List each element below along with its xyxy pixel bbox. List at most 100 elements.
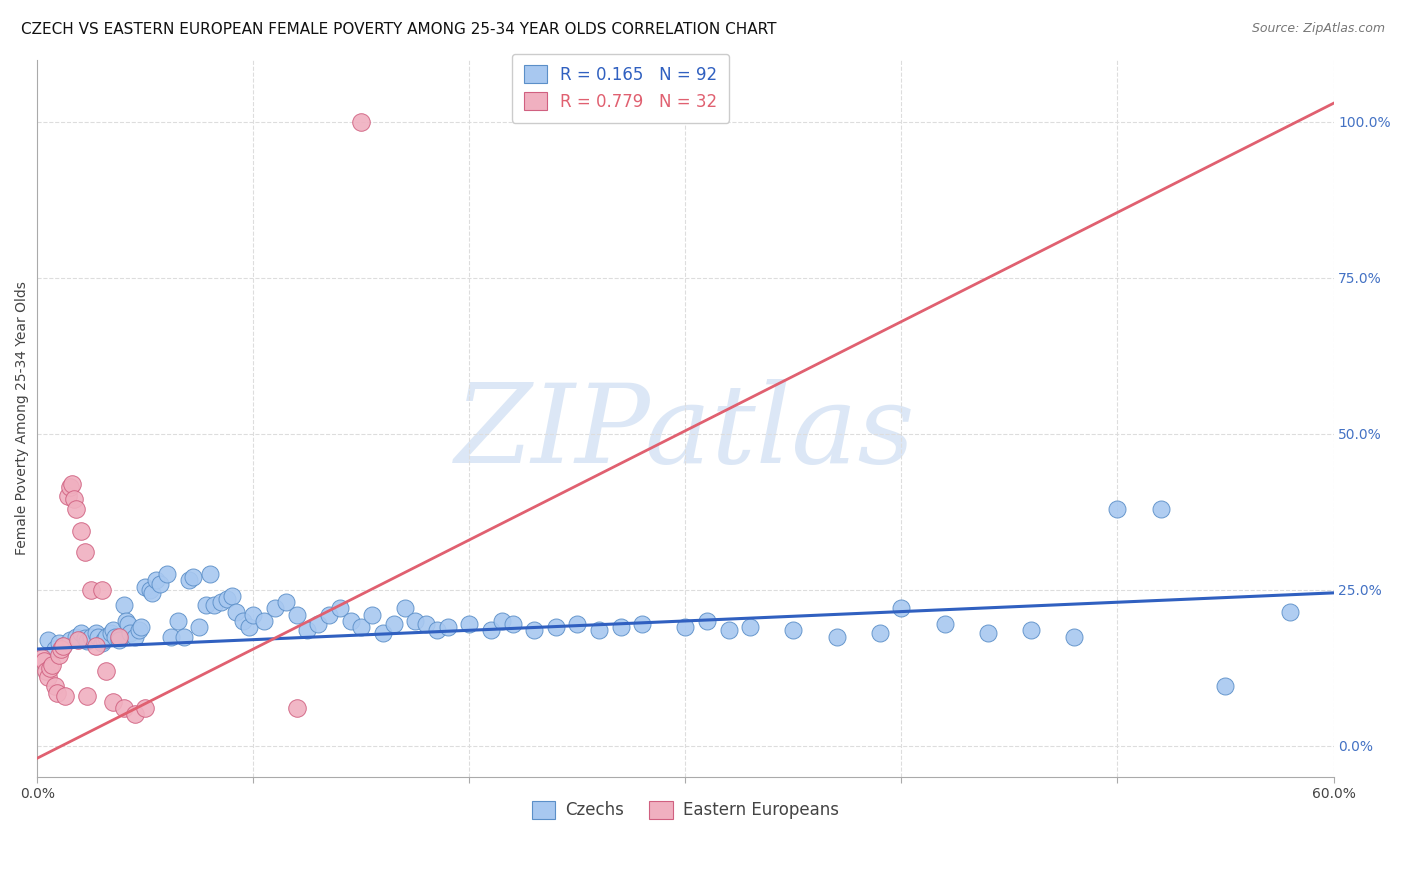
Point (76, 633, 98, 648)
Point (523, 624, 546, 638)
Legend: Czechs, Eastern Europeans: Czechs, Eastern Europeans (526, 794, 845, 826)
Point (141, 586, 163, 600)
Point (609, 620, 631, 634)
Point (134, 580, 156, 594)
Point (60, 476, 83, 491)
Point (350, 115, 373, 129)
Point (63, 492, 86, 507)
Point (115, 614, 138, 628)
Point (84, 639, 107, 653)
Point (502, 617, 524, 632)
Point (479, 624, 502, 638)
Point (31, 651, 53, 665)
Point (35, 664, 58, 678)
Point (108, 632, 131, 647)
Point (225, 605, 247, 619)
Point (52, 639, 75, 653)
Point (69, 626, 91, 640)
Point (458, 617, 481, 632)
Point (45, 686, 67, 700)
Point (91, 636, 114, 650)
Point (696, 614, 718, 628)
Point (934, 617, 956, 632)
Point (177, 574, 200, 588)
Point (69, 524, 91, 538)
Point (350, 620, 373, 634)
Point (101, 624, 124, 638)
Point (1019, 624, 1042, 638)
Point (124, 707, 146, 722)
Point (145, 574, 167, 588)
Point (41, 657, 63, 672)
Point (149, 576, 172, 591)
Point (242, 607, 264, 622)
Point (274, 595, 297, 609)
Point (264, 601, 287, 615)
Text: Source: ZipAtlas.com: Source: ZipAtlas.com (1251, 22, 1385, 36)
Point (217, 592, 239, 607)
Point (55, 689, 77, 703)
Point (544, 620, 567, 634)
Point (65, 630, 87, 644)
Point (112, 599, 135, 613)
Point (1279, 605, 1302, 619)
Point (39, 661, 62, 675)
Point (173, 630, 195, 644)
Point (740, 620, 762, 634)
Y-axis label: Female Poverty Among 25-34 Year Olds: Female Poverty Among 25-34 Year Olds (15, 281, 30, 555)
Point (977, 626, 1000, 640)
Point (329, 601, 352, 615)
Point (156, 567, 179, 582)
Point (394, 601, 416, 615)
Point (112, 701, 135, 715)
Point (59, 632, 82, 647)
Point (194, 599, 217, 613)
Point (890, 601, 912, 615)
Point (124, 630, 146, 644)
Point (318, 607, 340, 622)
Point (253, 614, 276, 628)
Text: ZIPatlas: ZIPatlas (456, 379, 915, 486)
Point (32, 655, 55, 669)
Point (48, 636, 70, 650)
Point (415, 617, 437, 632)
Point (52, 639, 75, 653)
Point (104, 630, 127, 644)
Point (297, 624, 319, 638)
Point (285, 607, 308, 622)
Point (134, 701, 156, 715)
Point (73, 545, 96, 559)
Point (129, 620, 152, 634)
Point (307, 617, 329, 632)
Point (567, 617, 589, 632)
Point (67, 632, 90, 647)
Point (188, 620, 211, 634)
Point (100, 626, 122, 640)
Point (101, 695, 124, 709)
Point (87, 630, 110, 644)
Point (673, 620, 696, 634)
Point (120, 626, 142, 640)
Point (209, 595, 232, 609)
Point (181, 570, 204, 584)
Point (717, 624, 740, 638)
Point (93, 632, 115, 647)
Point (631, 617, 654, 632)
Point (44, 642, 66, 657)
Point (160, 630, 183, 644)
Point (339, 614, 361, 628)
Point (138, 582, 160, 597)
Point (361, 607, 384, 622)
Point (238, 620, 260, 634)
Point (1107, 501, 1129, 516)
Point (825, 630, 848, 644)
Point (382, 617, 405, 632)
Point (232, 614, 254, 628)
Point (56, 489, 79, 503)
Point (80, 630, 103, 644)
Point (73, 632, 96, 646)
Point (65, 501, 87, 516)
Point (869, 626, 891, 640)
Point (426, 624, 449, 638)
Point (128, 624, 150, 638)
